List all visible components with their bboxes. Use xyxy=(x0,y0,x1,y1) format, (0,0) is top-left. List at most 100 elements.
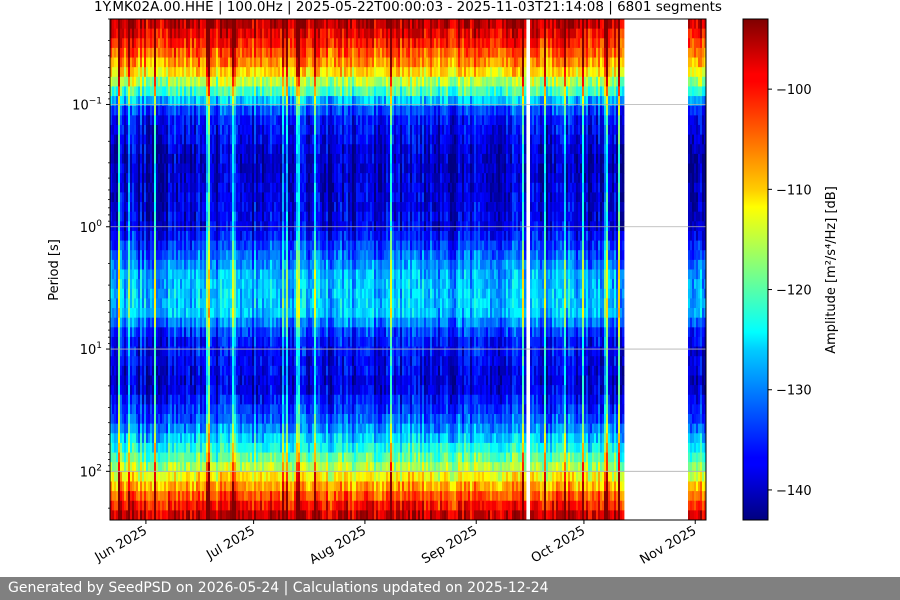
heatmap-cell xyxy=(266,279,269,290)
heatmap-cell xyxy=(224,356,227,367)
heatmap-cell xyxy=(234,250,237,261)
heatmap-cell xyxy=(262,250,265,261)
heatmap-cell xyxy=(190,86,193,97)
heatmap-cell xyxy=(148,433,151,444)
heatmap-cell xyxy=(250,500,253,511)
heatmap-cell xyxy=(152,240,155,251)
heatmap-cell xyxy=(142,327,145,338)
heatmap-cell xyxy=(124,423,127,434)
heatmap-cell xyxy=(186,414,189,425)
heatmap-cell xyxy=(234,240,237,251)
heatmap-cell xyxy=(212,404,215,415)
heatmap-cell xyxy=(290,173,293,184)
heatmap-cell xyxy=(164,308,167,319)
heatmap-cell xyxy=(136,375,139,386)
heatmap-cell xyxy=(140,192,143,203)
heatmap-cell xyxy=(226,202,229,213)
heatmap-cell xyxy=(260,115,263,126)
heatmap-cell xyxy=(272,105,275,116)
heatmap-cell xyxy=(156,269,159,280)
heatmap-cell xyxy=(110,298,113,309)
heatmap-cell xyxy=(278,442,281,453)
heatmap-cell xyxy=(132,96,135,107)
heatmap-cell xyxy=(256,404,259,415)
heatmap-cell xyxy=(130,394,133,405)
heatmap-cell xyxy=(248,356,251,367)
heatmap-cell xyxy=(200,442,203,453)
heatmap-cell xyxy=(222,356,225,367)
heatmap-cell xyxy=(124,375,127,386)
heatmap-cell xyxy=(138,67,141,78)
heatmap-cell xyxy=(252,76,255,87)
heatmap-cell xyxy=(164,57,167,68)
heatmap-cell xyxy=(298,317,301,328)
heatmap-cell xyxy=(212,298,215,309)
heatmap-cell xyxy=(152,414,155,425)
heatmap-cell xyxy=(146,163,149,174)
heatmap-cell xyxy=(142,385,145,396)
heatmap-cell xyxy=(150,442,153,453)
heatmap-cell xyxy=(208,96,211,107)
heatmap-cell xyxy=(150,423,153,434)
heatmap-cell xyxy=(250,124,253,136)
heatmap-cell xyxy=(196,144,199,155)
heatmap-cell xyxy=(160,182,163,193)
heatmap-cell xyxy=(260,288,263,299)
heatmap-cell xyxy=(138,153,141,164)
heatmap-cell xyxy=(182,144,185,155)
heatmap-cell xyxy=(234,86,237,97)
heatmap-cell xyxy=(288,356,291,367)
heatmap-cell xyxy=(210,67,213,78)
heatmap-cell xyxy=(208,163,211,174)
heatmap-cell xyxy=(222,346,225,357)
heatmap-cell xyxy=(140,317,143,328)
heatmap-cell xyxy=(144,57,147,68)
heatmap-cell xyxy=(254,423,257,434)
heatmap-cell xyxy=(276,394,279,405)
heatmap-cell xyxy=(124,19,127,30)
heatmap-cell xyxy=(200,211,203,222)
heatmap-cell xyxy=(238,47,241,58)
heatmap-cell xyxy=(294,19,297,30)
heatmap-cell xyxy=(114,250,117,261)
heatmap-cell xyxy=(176,423,179,434)
heatmap-cell xyxy=(140,202,143,213)
heatmap-cell xyxy=(126,105,129,116)
heatmap-cell xyxy=(254,279,257,290)
heatmap-cell xyxy=(296,394,299,405)
heatmap-cell xyxy=(190,124,193,136)
heatmap-cell xyxy=(208,414,211,425)
heatmap-cell xyxy=(248,67,251,78)
heatmap-cell xyxy=(152,182,155,193)
heatmap-cell xyxy=(260,96,263,107)
heatmap-cell xyxy=(214,375,217,386)
heatmap-cell xyxy=(294,47,297,58)
heatmap-cell xyxy=(170,288,173,299)
heatmap-cell xyxy=(190,173,193,184)
heatmap-cell xyxy=(270,308,273,319)
heatmap-cell xyxy=(288,491,291,502)
heatmap-cell xyxy=(230,153,233,164)
heatmap-cell xyxy=(116,96,119,107)
heatmap-cell xyxy=(156,279,159,290)
heatmap-cell xyxy=(202,76,205,87)
heatmap-cell xyxy=(170,105,173,116)
heatmap-cell xyxy=(168,134,171,145)
heatmap-cell xyxy=(258,452,261,463)
heatmap-cell xyxy=(238,240,241,251)
heatmap-cell xyxy=(118,298,121,309)
heatmap-cell xyxy=(266,144,269,155)
heatmap-cell xyxy=(206,57,209,68)
heatmap-cell xyxy=(270,202,273,213)
heatmap-cell xyxy=(180,76,183,87)
heatmap-cell xyxy=(112,414,115,425)
heatmap-cell xyxy=(160,327,163,338)
heatmap-cell xyxy=(172,76,175,87)
heatmap-cell xyxy=(130,462,133,473)
heatmap-cell xyxy=(278,288,281,299)
heatmap-cell xyxy=(116,442,119,453)
heatmap-cell xyxy=(224,336,227,347)
heatmap-cell xyxy=(122,105,125,116)
heatmap-cell xyxy=(210,385,213,396)
heatmap-cell xyxy=(256,202,259,213)
